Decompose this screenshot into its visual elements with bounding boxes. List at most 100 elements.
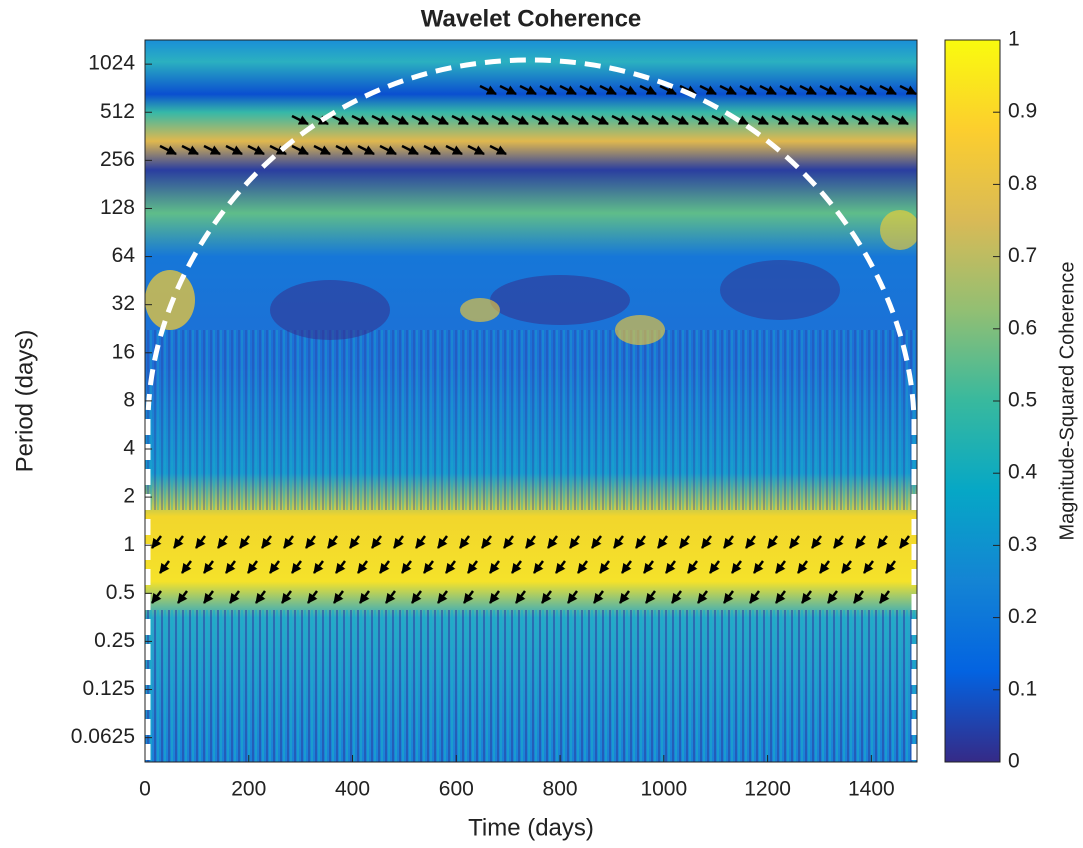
- phase-arrow: [759, 84, 777, 96]
- phase-arrow: [467, 144, 485, 156]
- phase-arrow: [181, 560, 192, 574]
- phase-arrow: [311, 114, 329, 126]
- phase-arrow: [599, 84, 617, 96]
- phase-arrow: [401, 144, 419, 156]
- phase-arrow: [335, 144, 353, 156]
- colorbar-tick-label: 0.6: [1008, 316, 1037, 339]
- phase-arrow: [899, 535, 910, 549]
- colorbar-tick-label: 0.9: [1008, 100, 1037, 123]
- phase-arrow: [371, 535, 382, 549]
- phase-arrow: [351, 114, 369, 126]
- x-tick-label: 600: [439, 778, 474, 801]
- phase-arrow: [519, 84, 537, 96]
- phase-arrow: [591, 114, 609, 126]
- phase-arrow: [719, 84, 737, 96]
- phase-arrow: [749, 590, 760, 604]
- phase-arrow: [333, 590, 344, 604]
- phase-arrow: [619, 84, 637, 96]
- phase-arrow: [841, 560, 852, 574]
- y-tick-label: 0.125: [82, 677, 135, 700]
- phase-arrow: [411, 114, 429, 126]
- phase-arrow: [639, 84, 657, 96]
- colorbar-tick-label: 0.4: [1008, 461, 1038, 484]
- phase-arrow: [679, 84, 697, 96]
- phase-arrow: [531, 114, 549, 126]
- phase-arrow: [415, 535, 426, 549]
- phase-arrow: [423, 560, 434, 574]
- phase-arrow: [203, 560, 214, 574]
- y-tick-label: 0.5: [106, 581, 135, 604]
- phase-arrow: [789, 535, 800, 549]
- phase-arrow: [555, 560, 566, 574]
- phase-arrow: [195, 535, 206, 549]
- phase-arrow: [871, 114, 889, 126]
- phase-arrow: [489, 144, 507, 156]
- phase-arrow: [657, 535, 668, 549]
- phase-arrow: [619, 590, 630, 604]
- phase-arrow: [579, 84, 597, 96]
- y-tick-label: 256: [100, 148, 135, 171]
- phase-arrow: [423, 144, 441, 156]
- phase-arrow: [291, 144, 309, 156]
- phase-arrow: [551, 114, 569, 126]
- phase-arrow: [291, 114, 309, 126]
- phase-arrow: [291, 560, 302, 574]
- phase-arrow: [731, 560, 742, 574]
- phase-arrow: [635, 535, 646, 549]
- phase-arrow: [779, 84, 797, 96]
- phase-arrow: [379, 144, 397, 156]
- y-tick-label: 1: [123, 533, 135, 556]
- phase-arrow: [819, 84, 837, 96]
- phase-arrow: [877, 535, 888, 549]
- phase-arrow: [437, 590, 448, 604]
- phase-arrow: [437, 535, 448, 549]
- phase-arrow: [723, 590, 734, 604]
- phase-arrow: [859, 84, 877, 96]
- phase-arrow: [879, 84, 897, 96]
- phase-arrow: [739, 84, 757, 96]
- phase-arrow: [659, 84, 677, 96]
- phase-arrow: [839, 84, 857, 96]
- phase-arrow: [711, 114, 729, 126]
- phase-arrow: [571, 114, 589, 126]
- phase-arrow: [831, 114, 849, 126]
- phase-arrow: [631, 114, 649, 126]
- phase-arrow: [879, 590, 890, 604]
- phase-arrow: [357, 560, 368, 574]
- phase-arrow: [247, 144, 265, 156]
- phase-arrow: [797, 560, 808, 574]
- y-tick-label: 0.25: [94, 629, 135, 652]
- phase-arrow: [327, 535, 338, 549]
- phase-arrow: [307, 590, 318, 604]
- phase-arrow: [463, 590, 474, 604]
- phase-arrow: [613, 535, 624, 549]
- phase-arrow: [885, 560, 896, 574]
- phase-arrow: [269, 144, 287, 156]
- phase-arrow: [687, 560, 698, 574]
- phase-arrow: [771, 114, 789, 126]
- phase-arrow: [181, 144, 199, 156]
- y-tick-label: 0.0625: [71, 725, 135, 748]
- phase-arrow: [151, 590, 162, 604]
- phase-arrow: [313, 560, 324, 574]
- phase-arrow: [281, 590, 292, 604]
- phase-arrow: [751, 114, 769, 126]
- heatmap: [145, 40, 917, 762]
- y-tick-label: 32: [112, 292, 135, 315]
- phase-arrow: [239, 535, 250, 549]
- phase-arrow: [349, 535, 360, 549]
- phase-arrow: [701, 535, 712, 549]
- phase-arrow: [699, 84, 717, 96]
- phase-arrow: [533, 560, 544, 574]
- phase-arrow: [385, 590, 396, 604]
- y-tick-label: 128: [100, 196, 135, 219]
- phase-arrow: [357, 144, 375, 156]
- phase-arrow: [445, 144, 463, 156]
- phase-arrow: [811, 535, 822, 549]
- phase-arrow: [467, 560, 478, 574]
- phase-arrow: [331, 114, 349, 126]
- phase-arrow: [481, 535, 492, 549]
- colorbar-tick-label: 0.5: [1008, 389, 1037, 412]
- phase-arrow: [203, 590, 214, 604]
- phase-arrow: [203, 144, 221, 156]
